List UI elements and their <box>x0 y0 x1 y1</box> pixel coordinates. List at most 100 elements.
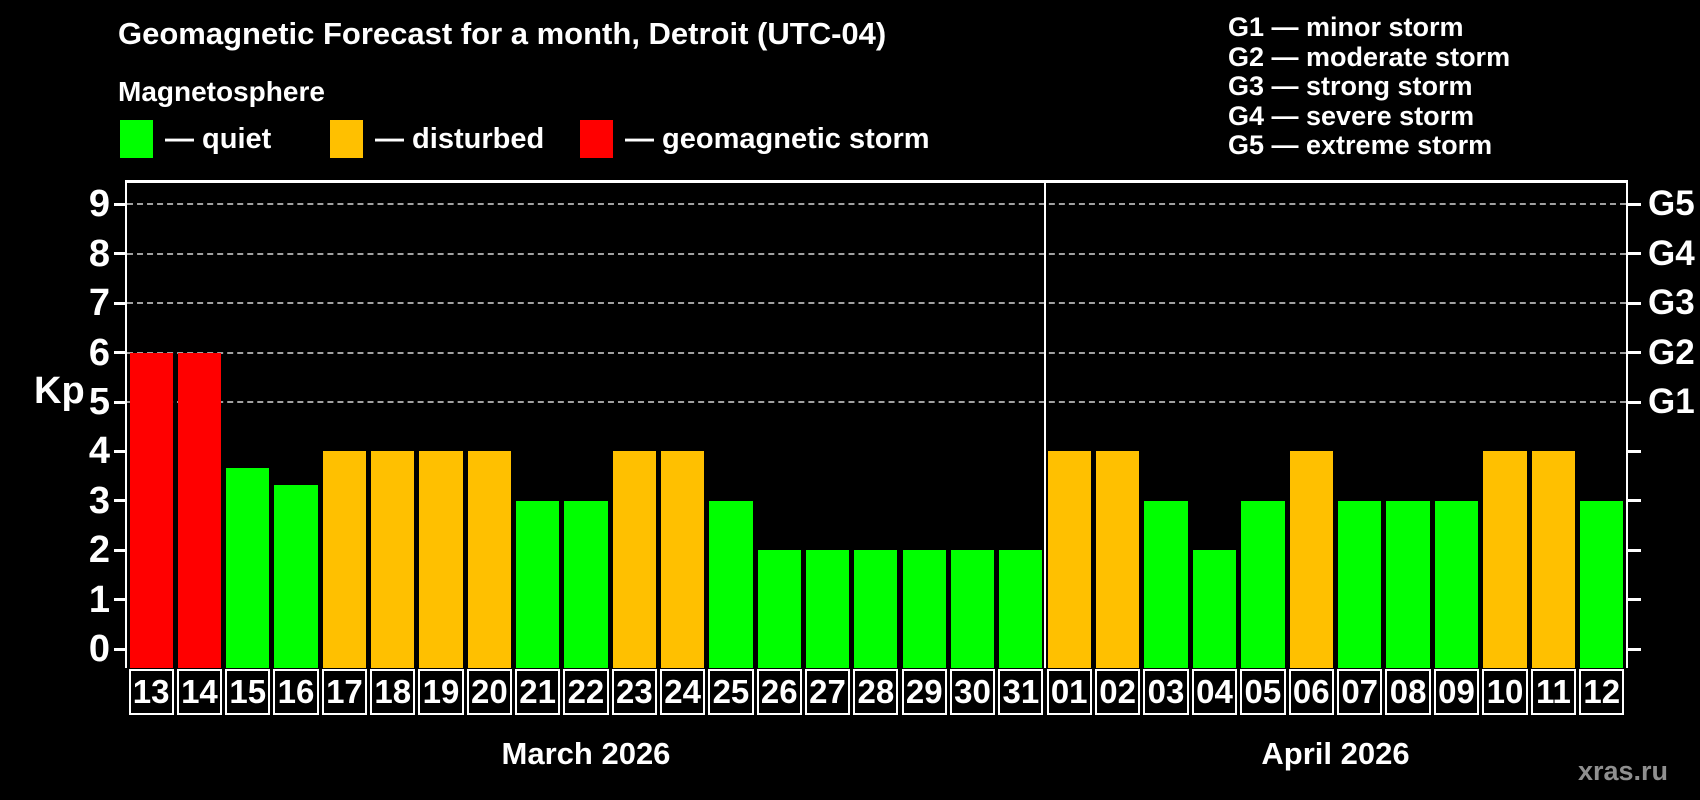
y-tick-right-1 <box>1628 598 1641 602</box>
bar-march-27 <box>805 550 850 668</box>
gridline-kp8 <box>127 252 1626 255</box>
y-axis-label: Kp <box>34 370 85 412</box>
bar-march-23 <box>612 451 656 668</box>
bar-march-13 <box>129 352 173 668</box>
y-tick-left-3 <box>114 499 127 503</box>
gridline-kp7 <box>127 302 1626 305</box>
plot-border-left <box>125 183 127 668</box>
date-box-march-13: 13 <box>128 669 174 715</box>
bar-april-06 <box>1289 451 1333 668</box>
bar-march-18 <box>371 451 415 668</box>
month-label-april: April 2026 <box>1261 736 1410 771</box>
date-box-march-31: 31 <box>998 669 1044 715</box>
bar-march-21 <box>516 500 560 668</box>
date-box-march-27: 27 <box>804 669 851 715</box>
y-tick-left-1 <box>114 598 127 602</box>
date-box-march-29: 29 <box>901 669 947 715</box>
bar-march-31 <box>999 550 1043 668</box>
legend-swatch-storm <box>580 120 613 158</box>
bar-april-04 <box>1192 550 1237 668</box>
date-box-march-19: 19 <box>418 669 464 715</box>
bar-april-12 <box>1580 500 1624 668</box>
y-tick-label-9: 9 <box>88 183 110 226</box>
y-tick-right-0 <box>1628 647 1641 651</box>
date-box-april-07: 07 <box>1337 669 1383 715</box>
bar-march-25 <box>709 500 753 668</box>
bar-march-22 <box>564 500 608 668</box>
g-axis-label-G1: G1 <box>1648 382 1695 421</box>
y-tick-left-7 <box>114 301 127 305</box>
bar-april-09 <box>1434 500 1479 668</box>
month-label-march: March 2026 <box>501 736 671 771</box>
date-box-april-11: 11 <box>1530 669 1577 715</box>
month-divider <box>1044 183 1046 668</box>
y-tick-right-8 <box>1628 252 1641 256</box>
y-tick-label-0: 0 <box>88 628 110 670</box>
date-box-march-14: 14 <box>176 669 223 715</box>
date-box-april-08: 08 <box>1385 669 1431 715</box>
date-box-march-22: 22 <box>563 669 609 715</box>
date-box-april-06: 06 <box>1288 669 1334 715</box>
date-box-march-25: 25 <box>708 669 754 715</box>
magnetosphere-legend-heading: Magnetosphere <box>118 76 325 107</box>
g-legend-line-2: G2 — moderate storm <box>1228 41 1511 72</box>
y-tick-right-4 <box>1628 449 1641 453</box>
bar-april-08 <box>1386 500 1430 668</box>
bar-april-03 <box>1144 500 1188 668</box>
date-box-march-17: 17 <box>321 669 368 715</box>
y-tick-left-8 <box>114 252 127 256</box>
y-tick-right-2 <box>1628 548 1641 552</box>
date-box-march-18: 18 <box>370 669 416 715</box>
g-legend-line-3: G3 — strong storm <box>1228 71 1473 101</box>
legend-label-disturbed: — disturbed <box>375 123 545 155</box>
date-box-april-03: 03 <box>1143 669 1189 715</box>
legend-label-storm: — geomagnetic storm <box>625 123 930 155</box>
y-tick-label-8: 8 <box>88 232 110 275</box>
g-axis-label-G4: G4 <box>1648 233 1695 273</box>
bar-march-15 <box>226 467 270 668</box>
g-legend-line-5: G5 — extreme storm <box>1228 130 1493 160</box>
date-box-april-10: 10 <box>1482 669 1528 715</box>
bar-april-02 <box>1095 451 1140 668</box>
bar-march-19 <box>419 451 463 668</box>
date-box-april-02: 02 <box>1094 669 1141 715</box>
bar-april-01 <box>1047 451 1091 668</box>
date-box-april-05: 05 <box>1240 669 1286 715</box>
date-box-march-23: 23 <box>611 669 657 715</box>
y-tick-right-7 <box>1628 301 1641 305</box>
bar-april-10 <box>1483 451 1527 668</box>
g-legend-line-4: G4 — severe storm <box>1228 100 1475 131</box>
bar-march-17 <box>322 451 367 668</box>
bar-april-07 <box>1338 500 1382 668</box>
date-box-march-15: 15 <box>225 669 271 715</box>
bar-march-26 <box>757 550 801 668</box>
gridline-kp6 <box>127 351 1626 354</box>
date-box-april-01: 01 <box>1046 669 1092 715</box>
y-tick-left-4 <box>114 449 127 453</box>
y-tick-right-3 <box>1628 499 1641 503</box>
date-box-march-24: 24 <box>660 669 706 715</box>
watermark: xras.ru <box>1577 756 1668 786</box>
y-tick-label-5: 5 <box>88 381 110 423</box>
y-tick-label-6: 6 <box>88 331 110 374</box>
g-axis-label-G5: G5 <box>1648 184 1695 224</box>
y-tick-left-0 <box>114 647 127 651</box>
page-title: Geomagnetic Forecast for a month, Detroi… <box>118 16 887 51</box>
y-tick-right-6 <box>1628 351 1641 355</box>
plot-border-right <box>1626 183 1628 668</box>
date-box-april-04: 04 <box>1191 669 1238 715</box>
bar-march-14 <box>177 352 222 668</box>
g-legend-line-1: G1 — minor storm <box>1228 12 1464 42</box>
date-box-april-09: 09 <box>1433 669 1480 715</box>
y-tick-left-9 <box>114 202 127 206</box>
date-box-march-30: 30 <box>949 669 996 715</box>
bar-march-16 <box>274 484 318 668</box>
bar-march-20 <box>467 451 511 668</box>
bar-april-11 <box>1531 451 1576 668</box>
legend-label-quiet: — quiet <box>165 123 272 155</box>
date-box-march-28: 28 <box>853 669 899 715</box>
y-tick-right-9 <box>1628 202 1641 206</box>
g-axis-label-G2: G2 <box>1648 332 1695 372</box>
gridline-kp5 <box>127 401 1626 403</box>
